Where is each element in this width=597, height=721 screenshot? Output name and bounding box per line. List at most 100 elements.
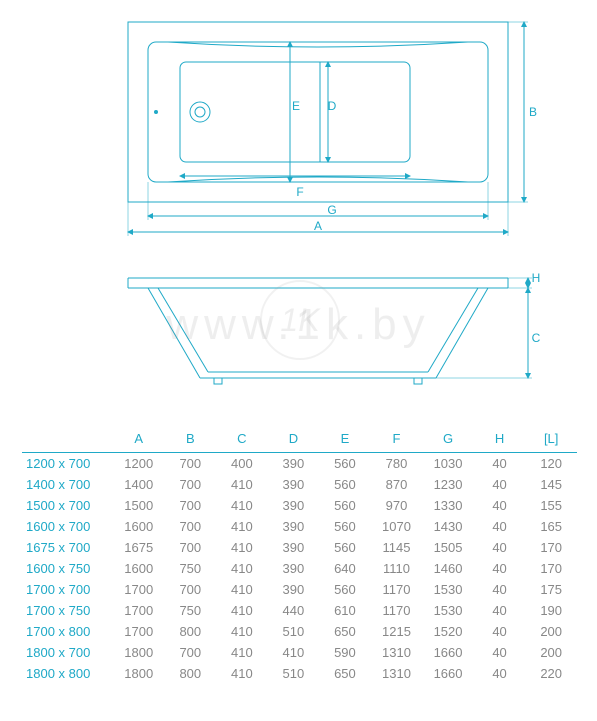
value-cell: 700 bbox=[165, 474, 217, 495]
column-header: F bbox=[371, 428, 423, 453]
value-cell: 870 bbox=[371, 474, 423, 495]
value-cell: 650 bbox=[319, 621, 371, 642]
value-cell: 40 bbox=[474, 663, 526, 684]
value-cell: 220 bbox=[525, 663, 577, 684]
value-cell: 750 bbox=[165, 558, 217, 579]
value-cell: 155 bbox=[525, 495, 577, 516]
table-row: 1400 x 7001400700410390560870123040145 bbox=[22, 474, 577, 495]
value-cell: 390 bbox=[268, 495, 320, 516]
value-cell: 1310 bbox=[371, 642, 423, 663]
size-cell: 1700 x 800 bbox=[22, 621, 113, 642]
table-row: 1600 x 70016007004103905601070143040165 bbox=[22, 516, 577, 537]
value-cell: 390 bbox=[268, 453, 320, 475]
table-row: 1800 x 70018007004104105901310166040200 bbox=[22, 642, 577, 663]
value-cell: 700 bbox=[165, 495, 217, 516]
value-cell: 560 bbox=[319, 579, 371, 600]
value-cell: 1145 bbox=[371, 537, 423, 558]
value-cell: 120 bbox=[525, 453, 577, 475]
value-cell: 510 bbox=[268, 621, 320, 642]
value-cell: 610 bbox=[319, 600, 371, 621]
value-cell: 700 bbox=[165, 642, 217, 663]
value-cell: 40 bbox=[474, 537, 526, 558]
svg-text:B: B bbox=[529, 105, 537, 119]
value-cell: 700 bbox=[165, 516, 217, 537]
value-cell: 650 bbox=[319, 663, 371, 684]
size-cell: 1500 x 700 bbox=[22, 495, 113, 516]
value-cell: 410 bbox=[216, 579, 268, 600]
column-header: D bbox=[268, 428, 320, 453]
value-cell: 410 bbox=[216, 537, 268, 558]
value-cell: 1800 bbox=[113, 642, 165, 663]
svg-text:E: E bbox=[292, 99, 300, 113]
value-cell: 1600 bbox=[113, 516, 165, 537]
value-cell: 410 bbox=[216, 663, 268, 684]
column-header: E bbox=[319, 428, 371, 453]
value-cell: 750 bbox=[165, 600, 217, 621]
svg-text:C: C bbox=[532, 331, 541, 345]
table-row: 1500 x 7001500700410390560970133040155 bbox=[22, 495, 577, 516]
value-cell: 190 bbox=[525, 600, 577, 621]
svg-text:D: D bbox=[328, 99, 337, 113]
value-cell: 145 bbox=[525, 474, 577, 495]
value-cell: 1530 bbox=[422, 600, 474, 621]
value-cell: 1660 bbox=[422, 642, 474, 663]
value-cell: 410 bbox=[216, 516, 268, 537]
column-header: H bbox=[474, 428, 526, 453]
table-row: 1800 x 80018008004105106501310166040220 bbox=[22, 663, 577, 684]
value-cell: 1330 bbox=[422, 495, 474, 516]
value-cell: 590 bbox=[319, 642, 371, 663]
value-cell: 560 bbox=[319, 495, 371, 516]
value-cell: 1200 bbox=[113, 453, 165, 475]
table-row: 1700 x 80017008004105106501215152040200 bbox=[22, 621, 577, 642]
table-row: 1675 x 70016757004103905601145150540170 bbox=[22, 537, 577, 558]
value-cell: 410 bbox=[268, 642, 320, 663]
value-cell: 1110 bbox=[371, 558, 423, 579]
value-cell: 700 bbox=[165, 579, 217, 600]
value-cell: 800 bbox=[165, 621, 217, 642]
svg-text:G: G bbox=[327, 203, 336, 217]
value-cell: 1700 bbox=[113, 600, 165, 621]
value-cell: 1660 bbox=[422, 663, 474, 684]
size-cell: 1800 x 700 bbox=[22, 642, 113, 663]
svg-text:F: F bbox=[296, 185, 303, 199]
value-cell: 1675 bbox=[113, 537, 165, 558]
value-cell: 390 bbox=[268, 537, 320, 558]
column-header: [L] bbox=[525, 428, 577, 453]
header-blank bbox=[22, 428, 113, 453]
size-cell: 1200 x 700 bbox=[22, 453, 113, 475]
value-cell: 560 bbox=[319, 516, 371, 537]
table-row: 1700 x 70017007004103905601170153040175 bbox=[22, 579, 577, 600]
value-cell: 410 bbox=[216, 642, 268, 663]
size-cell: 1600 x 750 bbox=[22, 558, 113, 579]
value-cell: 40 bbox=[474, 642, 526, 663]
size-cell: 1600 x 700 bbox=[22, 516, 113, 537]
column-header: C bbox=[216, 428, 268, 453]
value-cell: 1230 bbox=[422, 474, 474, 495]
value-cell: 1430 bbox=[422, 516, 474, 537]
value-cell: 1170 bbox=[371, 600, 423, 621]
table-row: 1200 x 7001200700400390560780103040120 bbox=[22, 453, 577, 475]
bathtub-diagram-svg: ABDEFGCH bbox=[0, 0, 597, 420]
value-cell: 1030 bbox=[422, 453, 474, 475]
value-cell: 410 bbox=[216, 558, 268, 579]
value-cell: 1700 bbox=[113, 621, 165, 642]
size-cell: 1700 x 700 bbox=[22, 579, 113, 600]
value-cell: 40 bbox=[474, 453, 526, 475]
value-cell: 1215 bbox=[371, 621, 423, 642]
value-cell: 40 bbox=[474, 621, 526, 642]
value-cell: 410 bbox=[216, 621, 268, 642]
value-cell: 40 bbox=[474, 516, 526, 537]
dimensions-table: ABCDEFGH[L] 1200 x 700120070040039056078… bbox=[22, 428, 577, 684]
value-cell: 1800 bbox=[113, 663, 165, 684]
value-cell: 970 bbox=[371, 495, 423, 516]
value-cell: 1600 bbox=[113, 558, 165, 579]
value-cell: 170 bbox=[525, 558, 577, 579]
technical-diagram: ABDEFGCH bbox=[0, 0, 597, 420]
value-cell: 560 bbox=[319, 537, 371, 558]
svg-text:H: H bbox=[532, 271, 541, 285]
table-header-row: ABCDEFGH[L] bbox=[22, 428, 577, 453]
value-cell: 560 bbox=[319, 453, 371, 475]
size-cell: 1700 x 750 bbox=[22, 600, 113, 621]
value-cell: 400 bbox=[216, 453, 268, 475]
column-header: B bbox=[165, 428, 217, 453]
